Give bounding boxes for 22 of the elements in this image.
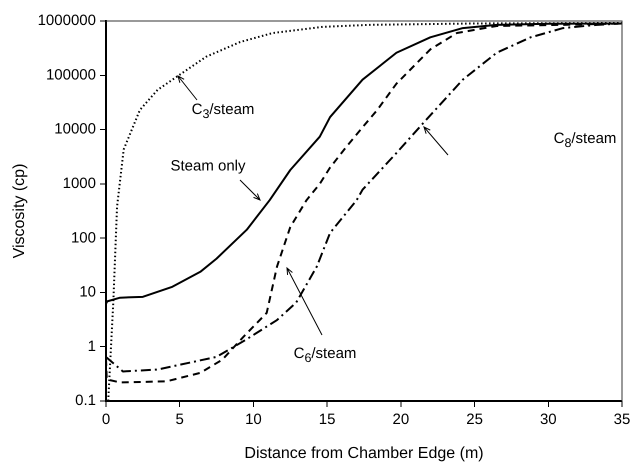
y-tick-label: 1000000 (38, 12, 96, 30)
annotation: Steam only (170, 158, 246, 174)
annotation: C$_{3}$/steam (192, 100, 254, 121)
x-tick-label: 20 (392, 411, 410, 428)
y-tick-label: 100000 (46, 66, 96, 84)
annotation: C$_{6}$/steam (294, 344, 356, 365)
y-tick-label: 10 (79, 284, 96, 301)
x-tick-label: 35 (614, 411, 630, 428)
annotation: C$_{8}$/steam (554, 130, 616, 150)
y-tick-label: 10000 (54, 120, 96, 138)
x-tick-label: 0 (102, 411, 110, 428)
x-tick-label: 15 (318, 411, 336, 428)
y-tick-label: 100 (70, 229, 96, 246)
x-tick-label: 5 (176, 411, 184, 428)
y-tick-label: 0.1 (75, 392, 96, 410)
x-tick-label: 30 (540, 411, 557, 428)
x-axis-title: Distance from Chamber Edge (m) (244, 444, 484, 462)
y-axis-title: Viscosity (cp) (11, 164, 28, 258)
y-tick-label: 1 (88, 338, 96, 355)
x-tick-label: 25 (466, 411, 483, 428)
x-tick-label: 10 (245, 411, 262, 428)
y-tick-label: 1000 (62, 175, 96, 192)
